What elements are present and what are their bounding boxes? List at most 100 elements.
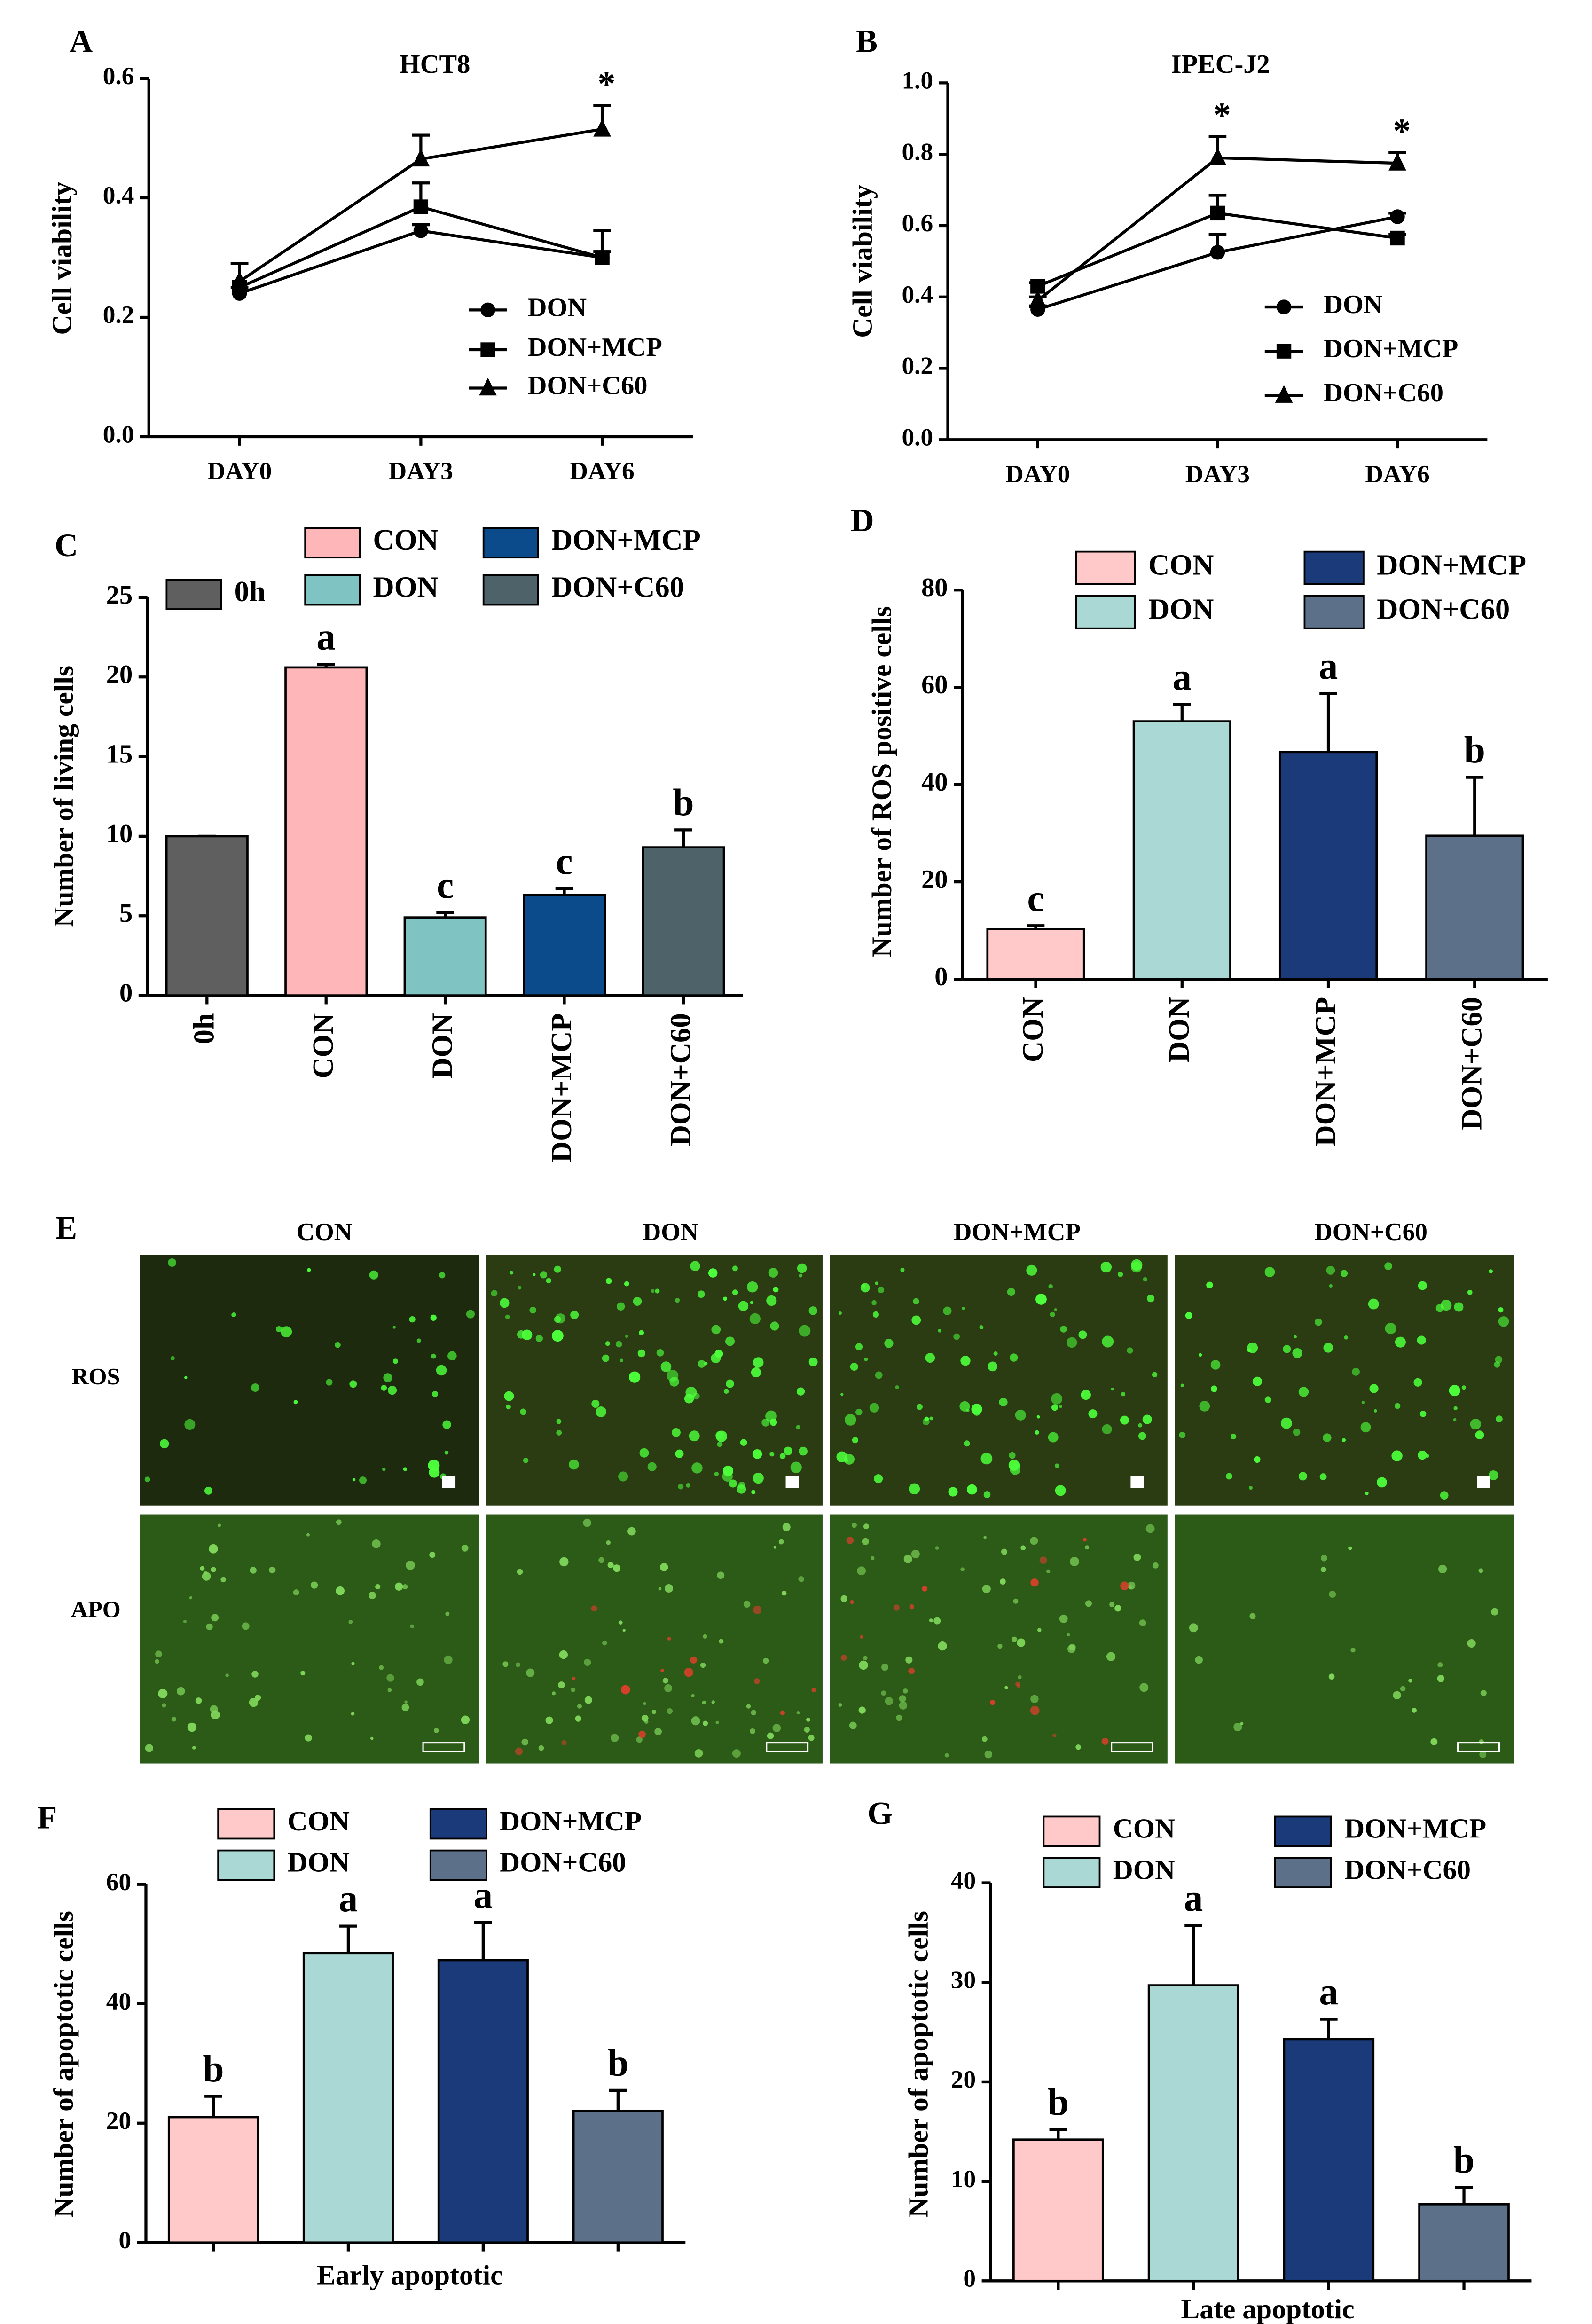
panel-label: G <box>867 1795 893 1831</box>
cell <box>899 1701 908 1710</box>
cell <box>1030 1705 1040 1715</box>
cell <box>515 1662 521 1667</box>
column-header: DON+C60 <box>1314 1217 1427 1246</box>
cell <box>162 1703 166 1708</box>
cell <box>1055 1463 1059 1468</box>
cell <box>348 1619 353 1624</box>
cell <box>618 1620 623 1625</box>
cell <box>797 1263 807 1273</box>
legend-label: DON+MCP <box>500 1806 642 1837</box>
bar <box>986 928 1085 981</box>
cell <box>500 1298 510 1308</box>
micrograph <box>486 1514 823 1764</box>
scale-bar <box>422 1742 465 1753</box>
micrograph <box>140 1514 479 1764</box>
cell <box>572 1676 576 1681</box>
cell <box>1210 1385 1217 1392</box>
significance-letter: a <box>1184 1876 1203 1919</box>
cell <box>997 1643 1003 1649</box>
cell <box>570 1311 579 1319</box>
cell <box>551 1691 556 1696</box>
marker <box>1210 205 1225 221</box>
legend-label: CON <box>1148 549 1214 581</box>
legend-label: DON+C60 <box>528 371 648 400</box>
legend-swatch <box>482 527 539 559</box>
marker <box>480 302 495 318</box>
cell <box>591 1605 597 1611</box>
cell <box>540 1271 548 1279</box>
cell <box>1120 1581 1129 1590</box>
cell <box>732 1749 741 1758</box>
y-tick-label: 20 <box>921 865 948 894</box>
cell <box>1051 1404 1059 1411</box>
cell <box>662 1678 669 1684</box>
cell <box>838 1311 842 1315</box>
cell <box>703 1720 708 1726</box>
legend-label: CON <box>1113 1813 1175 1844</box>
cell <box>684 1394 694 1404</box>
cell <box>1067 1633 1070 1637</box>
cell <box>769 1452 775 1457</box>
cell <box>1059 1405 1062 1408</box>
cell <box>381 1385 387 1391</box>
micrograph <box>140 1255 479 1506</box>
cell <box>719 1639 724 1644</box>
legend-swatch <box>217 1849 275 1881</box>
cell <box>641 1715 649 1722</box>
cell <box>799 1273 803 1278</box>
cell <box>1426 1454 1429 1458</box>
cell <box>850 1600 855 1604</box>
cell <box>200 1566 205 1571</box>
cell <box>855 1343 863 1350</box>
cell <box>1323 1343 1333 1353</box>
cell <box>722 1471 733 1482</box>
legend-label: DON+C60 <box>500 1847 626 1878</box>
cell <box>1365 1492 1369 1495</box>
cell <box>765 1410 777 1422</box>
cell <box>1106 1652 1116 1661</box>
cell <box>1298 1472 1307 1481</box>
row-label: APO <box>71 1596 121 1622</box>
cell <box>715 1431 724 1440</box>
cell <box>1102 1335 1114 1348</box>
cell <box>1026 1264 1037 1276</box>
bar <box>1132 720 1231 981</box>
cell <box>806 1718 810 1722</box>
marker <box>1276 299 1292 314</box>
cell <box>192 1746 196 1750</box>
cell <box>1225 1473 1232 1480</box>
cell <box>1480 1690 1487 1696</box>
cell <box>538 1745 544 1751</box>
cell <box>1114 1605 1121 1612</box>
cell <box>690 1261 700 1272</box>
panel-label: D <box>851 502 874 538</box>
cell <box>1352 1367 1360 1376</box>
cell <box>428 1459 440 1471</box>
cell <box>875 1371 883 1379</box>
cell <box>993 1351 998 1356</box>
x-tick-label: DAY6 <box>1365 460 1429 488</box>
cell <box>584 1658 591 1666</box>
cell <box>844 1454 855 1465</box>
cell <box>784 1446 792 1455</box>
cell <box>375 1584 381 1590</box>
x-tick-label: DON <box>1162 997 1195 1062</box>
cell <box>1320 1567 1326 1572</box>
bar <box>302 1952 394 2244</box>
cell <box>1440 1299 1452 1311</box>
cell <box>442 1420 451 1429</box>
y-tick-label: 30 <box>951 1965 976 1994</box>
micrograph <box>830 1255 1168 1506</box>
cell <box>781 1590 787 1596</box>
legend-label: DON+C60 <box>1377 593 1510 626</box>
cell <box>529 1306 536 1314</box>
panel-label: E <box>55 1210 77 1246</box>
cell <box>1348 1546 1352 1550</box>
cell <box>639 1448 649 1458</box>
cell <box>387 1688 392 1692</box>
significance-letter: c <box>1027 877 1044 919</box>
cell <box>521 1738 529 1746</box>
scale-bar <box>766 1742 809 1753</box>
cell <box>1206 1281 1213 1288</box>
cell <box>909 1483 920 1495</box>
